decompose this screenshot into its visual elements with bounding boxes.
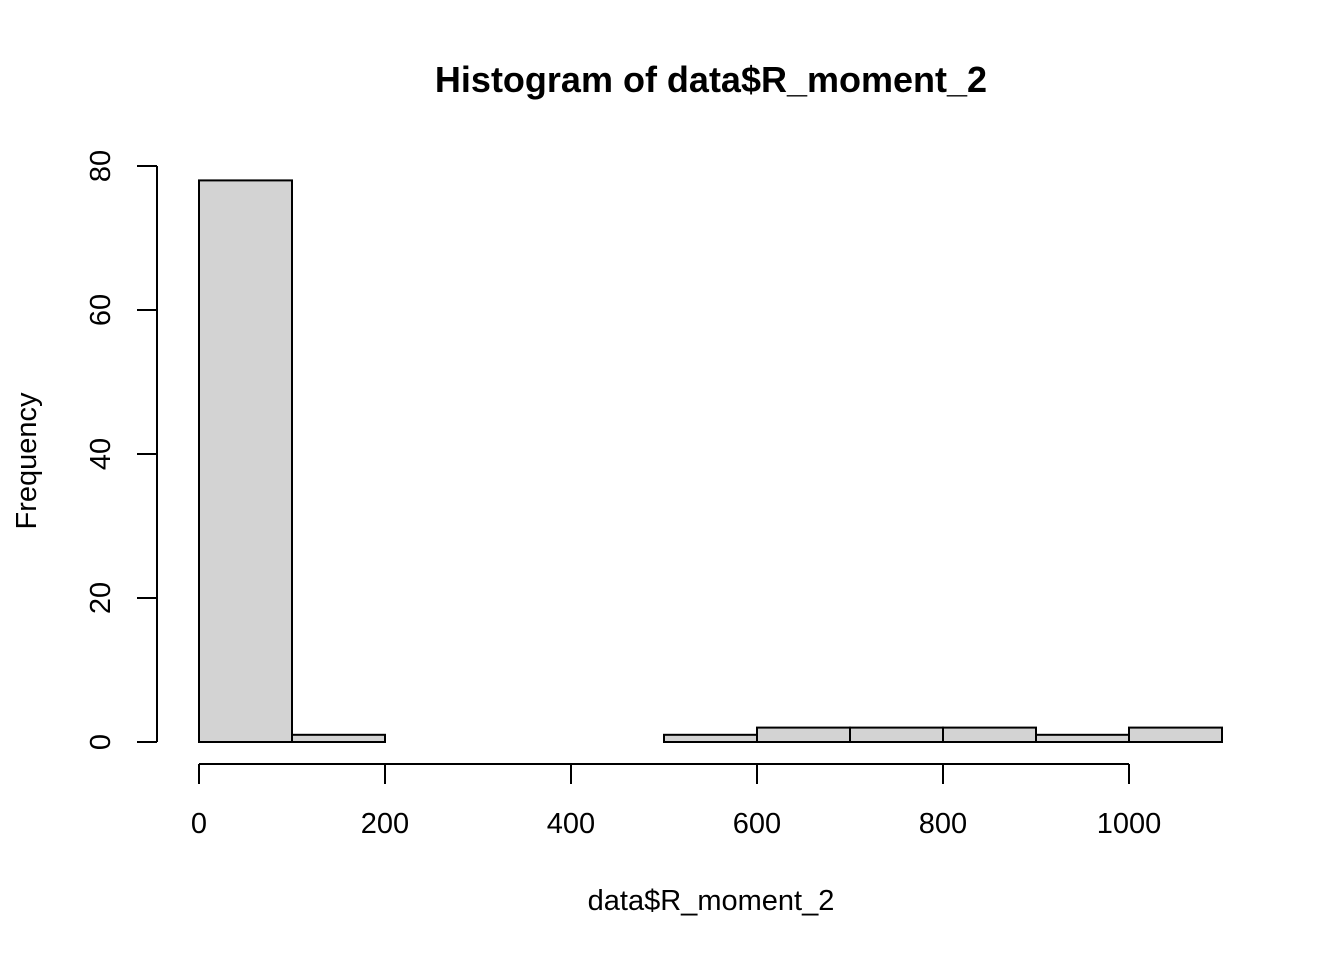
histogram-bar: [198, 179, 293, 743]
bars-group: [198, 179, 1223, 743]
histogram-bar: [663, 733, 758, 743]
x-tick-label: 600: [733, 808, 781, 840]
y-tick-label: 80: [85, 150, 117, 182]
x-axis: 0 200 400 600 800 1000: [191, 763, 1162, 840]
y-tick-label: 0: [85, 734, 117, 750]
y-tick-label: 60: [85, 294, 117, 326]
histogram-bar: [1128, 726, 1223, 743]
histogram-bar: [291, 733, 386, 743]
y-tick-label: 20: [85, 582, 117, 614]
x-axis-label: data$R_moment_2: [588, 885, 835, 917]
x-tick-label: 0: [191, 808, 207, 840]
y-axis-label: Frequency: [11, 392, 43, 530]
histogram-bar: [756, 726, 851, 743]
histogram-bar: [1035, 733, 1130, 743]
x-tick-label: 800: [919, 808, 967, 840]
chart-title: Histogram of data$R_moment_2: [435, 59, 987, 100]
x-tick-label: 1000: [1097, 808, 1162, 840]
x-tick-label: 200: [361, 808, 409, 840]
x-tick-label: 400: [547, 808, 595, 840]
histogram-bar: [942, 726, 1037, 743]
y-tick-label: 40: [85, 438, 117, 470]
y-axis: 0 20 40 60 80: [85, 150, 158, 750]
histogram-bar: [849, 726, 944, 743]
